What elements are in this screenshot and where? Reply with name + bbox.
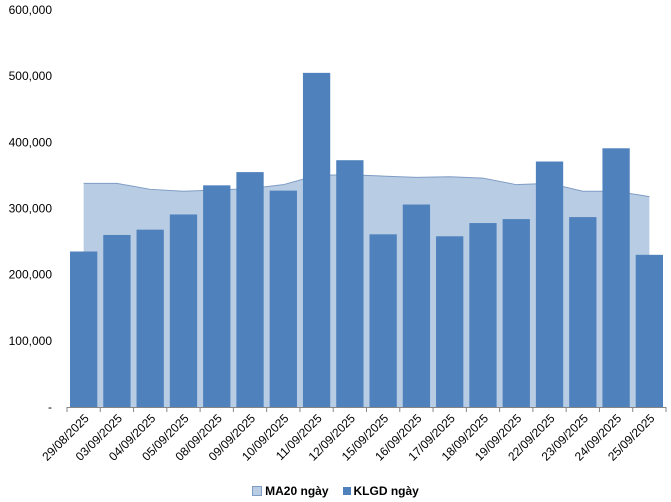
klgd-bar [269, 190, 297, 407]
klgd-bar [469, 223, 497, 407]
klgd-bar [402, 204, 431, 407]
klgd-bar [70, 251, 98, 407]
y-tick-label: 400,000 [9, 135, 53, 149]
klgd-bar [336, 160, 364, 407]
axis-layer [66, 407, 667, 412]
y-tick-label: 600,000 [9, 3, 53, 17]
legend-label-klgd: KLGD ngày [353, 484, 419, 498]
y-tick-label: 200,000 [9, 268, 53, 282]
klgd-bar [502, 219, 530, 407]
y-tick-layer: - 100,000 200,000 300,000 400,000 500,000 600,… [9, 3, 53, 414]
ma20-area-layer [83, 174, 650, 407]
klgd-bar-layer [70, 72, 664, 408]
y-tick-label: 300,000 [9, 202, 53, 216]
legend-item-ma20: MA20 ngày [252, 484, 329, 498]
legend-swatch-ma20 [252, 486, 263, 496]
y-tick-label: 500,000 [9, 69, 53, 83]
klgd-bar [103, 234, 131, 407]
klgd-bar [436, 236, 464, 407]
legend: MA20 ngày KLGD ngày [0, 483, 671, 499]
klgd-bar [136, 229, 164, 407]
legend-item-klgd: KLGD ngày [342, 484, 419, 498]
klgd-bar [169, 214, 198, 407]
klgd-bar [602, 148, 630, 408]
klgd-bar [635, 254, 664, 407]
klgd-bar [203, 185, 231, 407]
legend-label-ma20: MA20 ngày [265, 484, 329, 498]
klgd-bar [236, 172, 264, 407]
y-tick-label: 100,000 [9, 334, 53, 348]
x-tick-layer: 29/08/202503/09/202504/09/202505/09/2025… [39, 411, 657, 464]
y-tick-label: - [48, 400, 52, 414]
legend-swatch-klgd [342, 487, 351, 495]
klgd-bar [369, 234, 397, 407]
klgd-bar [535, 161, 564, 407]
klgd-bar [302, 72, 331, 408]
ma20-area [83, 174, 650, 407]
klgd-bar [569, 217, 597, 407]
